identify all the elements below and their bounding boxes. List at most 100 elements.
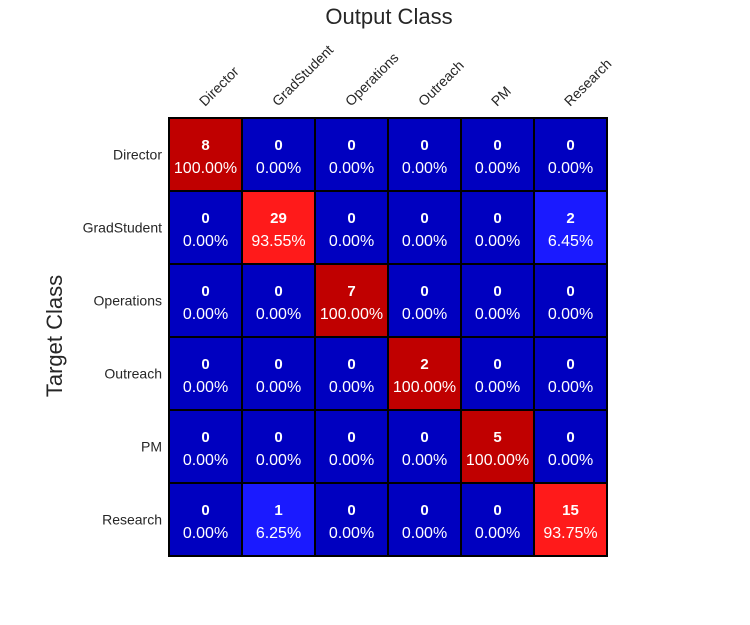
cell-percent-label: 0.00%	[475, 379, 520, 396]
cell-percent-label: 0.00%	[329, 160, 374, 177]
y-tick-label: Operations	[94, 293, 162, 309]
cell-count-label: 0	[347, 356, 355, 373]
cell-count-label: 0	[493, 210, 501, 227]
cell-count-label: 0	[493, 356, 501, 373]
cell-count-label: 2	[566, 210, 574, 227]
y-tick-label: Outreach	[104, 366, 162, 382]
matrix-cell	[314, 263, 389, 338]
matrix-cell	[241, 336, 316, 411]
cell-percent-label: 0.00%	[402, 160, 447, 177]
cell-percent-label: 0.00%	[329, 233, 374, 250]
matrix-cell	[241, 409, 316, 484]
cell-percent-label: 0.00%	[256, 306, 301, 323]
y-tick-label: GradStudent	[83, 220, 162, 236]
y-tick-label: PM	[141, 439, 162, 455]
matrix-cell	[460, 263, 535, 338]
cell-percent-label: 0.00%	[548, 379, 593, 396]
matrix-cell	[460, 482, 535, 557]
cell-count-label: 0	[201, 210, 209, 227]
y-tick-label: Director	[113, 147, 162, 163]
matrix-cell	[314, 482, 389, 557]
cell-count-label: 0	[347, 502, 355, 519]
cell-percent-label: 0.00%	[548, 306, 593, 323]
matrix-cell	[533, 263, 608, 338]
matrix-cell	[168, 190, 243, 265]
cell-count-label: 2	[420, 356, 428, 373]
matrix-cell	[241, 190, 316, 265]
cell-count-label: 0	[420, 137, 428, 154]
cell-count-label: 0	[274, 429, 282, 446]
cell-count-label: 0	[347, 137, 355, 154]
matrix-cell	[168, 336, 243, 411]
cell-percent-label: 0.00%	[183, 452, 228, 469]
cell-count-label: 0	[201, 502, 209, 519]
x-tick-label: PM	[488, 83, 514, 109]
cell-count-label: 0	[493, 137, 501, 154]
x-axis-tick-labels: Director GradStudent Operations Outreach PM R…	[196, 42, 615, 110]
cell-percent-label: 100.00%	[320, 306, 383, 323]
cell-percent-label: 0.00%	[475, 525, 520, 542]
matrix-cell	[314, 336, 389, 411]
cell-percent-label: 100.00%	[466, 452, 529, 469]
cell-percent-label: 0.00%	[183, 306, 228, 323]
cell-percent-label: 0.00%	[256, 160, 301, 177]
cell-percent-label: 93.55%	[251, 233, 305, 250]
cell-percent-label: 0.00%	[402, 452, 447, 469]
matrix-cell	[533, 409, 608, 484]
matrix-cell	[314, 190, 389, 265]
cell-count-label: 0	[274, 283, 282, 300]
cell-percent-label: 100.00%	[174, 160, 237, 177]
cell-percent-label: 0.00%	[256, 379, 301, 396]
cell-percent-label: 0.00%	[548, 452, 593, 469]
cell-count-label: 0	[566, 356, 574, 373]
x-tick-label: Director	[196, 63, 242, 109]
matrix-cell	[460, 190, 535, 265]
cell-percent-label: 0.00%	[183, 379, 228, 396]
cell-count-label: 0	[201, 356, 209, 373]
y-axis-tick-labels: Director GradStudent Operations Outreach PM R…	[83, 147, 163, 528]
cell-count-label: 15	[562, 502, 579, 519]
matrix-cell	[387, 263, 462, 338]
matrix-cell	[460, 409, 535, 484]
cell-count-label: 0	[201, 429, 209, 446]
matrix-cell	[241, 117, 316, 192]
cell-count-label: 0	[347, 210, 355, 227]
matrix-cell	[387, 190, 462, 265]
cell-count-label: 1	[274, 502, 282, 519]
matrix-cell	[241, 482, 316, 557]
matrix-cell	[241, 263, 316, 338]
matrix-cells	[168, 117, 608, 557]
matrix-cell	[168, 117, 243, 192]
matrix-cell	[168, 263, 243, 338]
cell-count-label: 0	[274, 356, 282, 373]
cell-count-label: 0	[493, 283, 501, 300]
cell-percent-label: 0.00%	[402, 306, 447, 323]
y-tick-label: Research	[102, 512, 162, 528]
y-axis-label: Target Class	[42, 275, 67, 397]
cell-count-label: 7	[347, 283, 355, 300]
cell-count-label: 0	[420, 502, 428, 519]
cell-percent-label: 0.00%	[329, 379, 374, 396]
cell-percent-label: 0.00%	[548, 160, 593, 177]
cell-percent-label: 0.00%	[402, 233, 447, 250]
cell-count-label: 0	[420, 283, 428, 300]
matrix-cell	[168, 482, 243, 557]
matrix-cell	[314, 409, 389, 484]
cell-percent-label: 0.00%	[402, 525, 447, 542]
cell-percent-label: 0.00%	[475, 233, 520, 250]
x-tick-label: GradStudent	[269, 42, 337, 110]
cell-percent-label: 0.00%	[183, 233, 228, 250]
cell-count-label: 0	[566, 137, 574, 154]
cell-count-label: 0	[420, 210, 428, 227]
cell-count-label: 0	[566, 283, 574, 300]
matrix-cell	[168, 409, 243, 484]
cell-percent-label: 0.00%	[475, 160, 520, 177]
matrix-cell	[533, 336, 608, 411]
chart-title: Output Class	[325, 4, 452, 29]
cell-count-label: 0	[347, 429, 355, 446]
x-tick-label: Research	[561, 55, 615, 109]
cell-percent-label: 6.45%	[548, 233, 593, 250]
cell-percent-label: 93.75%	[543, 525, 597, 542]
matrix-cell	[460, 336, 535, 411]
